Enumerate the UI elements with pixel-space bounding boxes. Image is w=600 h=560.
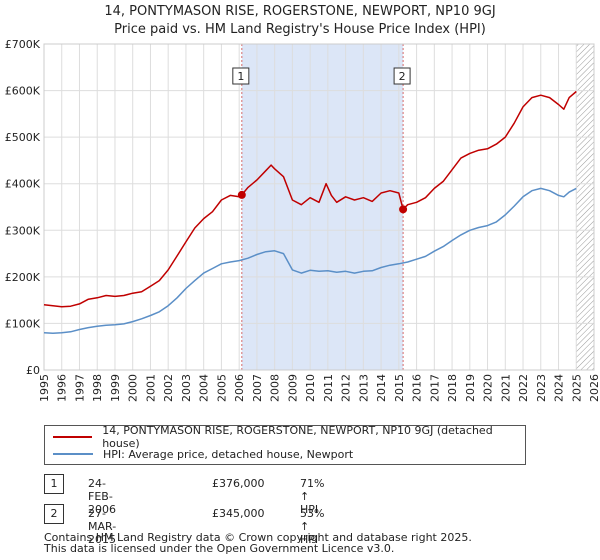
- x-tick-label: 2001: [144, 374, 157, 402]
- footer-attribution: Contains HM Land Registry data © Crown c…: [44, 532, 472, 554]
- x-tick-label: 2016: [411, 374, 424, 402]
- chart-title: 14, PONTYMASON RISE, ROGERSTONE, NEWPORT…: [104, 4, 496, 19]
- sale-number-badge: 1: [44, 474, 64, 494]
- x-tick-label: 2012: [340, 374, 353, 402]
- footer-copyright: Contains HM Land Registry data © Crown c…: [44, 531, 472, 544]
- y-tick-label: £400K: [5, 178, 41, 191]
- legend-swatch-hpi: [53, 453, 93, 455]
- x-tick-label: 2019: [464, 374, 477, 402]
- x-tick-label: 2014: [375, 374, 388, 402]
- x-tick-label: 2026: [588, 374, 600, 402]
- sale-point-marker: [237, 190, 246, 199]
- y-tick-label: £200K: [5, 271, 41, 284]
- x-tick-label: 2018: [446, 374, 459, 402]
- legend-swatch-property: [53, 436, 93, 438]
- sale-number-badge: 2: [44, 504, 64, 524]
- future-hatch-region: [576, 44, 594, 370]
- sale-number-label-box: [393, 67, 411, 85]
- sale-price: £345,000: [212, 507, 265, 520]
- x-tick-label: 2004: [198, 374, 211, 402]
- y-tick-label: £300K: [5, 224, 41, 237]
- sale-point-marker: [399, 205, 408, 214]
- legend-label-hpi: HPI: Average price, detached house, Newp…: [103, 447, 354, 461]
- x-tick-label: 2013: [357, 374, 370, 402]
- legend-item-hpi: HPI: Average price, detached house, Newp…: [53, 446, 353, 462]
- footer-licence: This data is licensed under the Open Gov…: [44, 542, 395, 555]
- x-tick-label: 2003: [180, 374, 193, 402]
- x-tick-label: 2022: [517, 374, 530, 402]
- x-tick-label: 2024: [553, 374, 566, 402]
- price-chart: £0 £100K £200K £300K £400K £500K £600K £700K 199…: [5, 38, 600, 402]
- property-price-line: [43, 90, 577, 308]
- chart-subtitle: Price paid vs. HM Land Registry's House …: [114, 22, 486, 37]
- sale-number-label: 2: [399, 70, 406, 83]
- sale-number-label-box: [232, 67, 250, 85]
- ownership-band: [241, 44, 404, 370]
- x-tick-label: 2017: [428, 374, 441, 402]
- x-tick-label: 2020: [482, 374, 495, 402]
- x-tick-label: 1995: [38, 374, 51, 402]
- x-tick-label: 1998: [91, 374, 104, 402]
- sale-hpi-change: 71% ↑ HPI: [300, 477, 325, 516]
- x-tick-label: 2025: [570, 374, 583, 402]
- x-tick-label: 2006: [233, 374, 246, 402]
- x-tick-label: 2011: [322, 374, 335, 402]
- sale-date: 24-FEB-2006: [88, 477, 116, 516]
- y-tick-label: £700K: [5, 38, 41, 51]
- y-tick-label: £600K: [5, 85, 41, 98]
- x-tick-label: 2010: [304, 374, 317, 402]
- y-tick-label: £0: [26, 364, 40, 377]
- legend-label-property: 14, PONTYMASON RISE, ROGERSTONE, NEWPORT…: [102, 424, 493, 450]
- x-tick-label: 2015: [393, 374, 406, 402]
- legend-item-property: 14, PONTYMASON RISE, ROGERSTONE, NEWPORT…: [53, 424, 525, 450]
- x-tick-label: 2008: [269, 374, 282, 402]
- chart-legend: 14, PONTYMASON RISE, ROGERSTONE, NEWPORT…: [44, 424, 526, 465]
- sale-date: 27-MAR-2015: [88, 507, 117, 546]
- sale-hpi-change: 53% ↑ HPI: [300, 507, 325, 546]
- x-tick-label: 2000: [127, 374, 140, 402]
- hpi-line: [43, 187, 577, 334]
- x-tick-label: 2023: [535, 374, 548, 402]
- sale-number-label: 1: [237, 70, 244, 83]
- x-tick-label: 2021: [499, 374, 512, 402]
- x-tick-label: 2009: [286, 374, 299, 402]
- x-tick-label: 1996: [56, 374, 69, 402]
- y-tick-label: £100K: [5, 317, 41, 330]
- x-tick-label: 1999: [109, 374, 122, 402]
- sale-price: £376,000: [212, 477, 265, 490]
- x-tick-label: 2005: [215, 374, 228, 402]
- plot-frame: [43, 43, 595, 371]
- y-tick-label: £500K: [5, 131, 41, 144]
- x-tick-label: 2002: [162, 374, 175, 402]
- x-tick-label: 2007: [251, 374, 264, 402]
- x-tick-label: 1997: [73, 374, 86, 402]
